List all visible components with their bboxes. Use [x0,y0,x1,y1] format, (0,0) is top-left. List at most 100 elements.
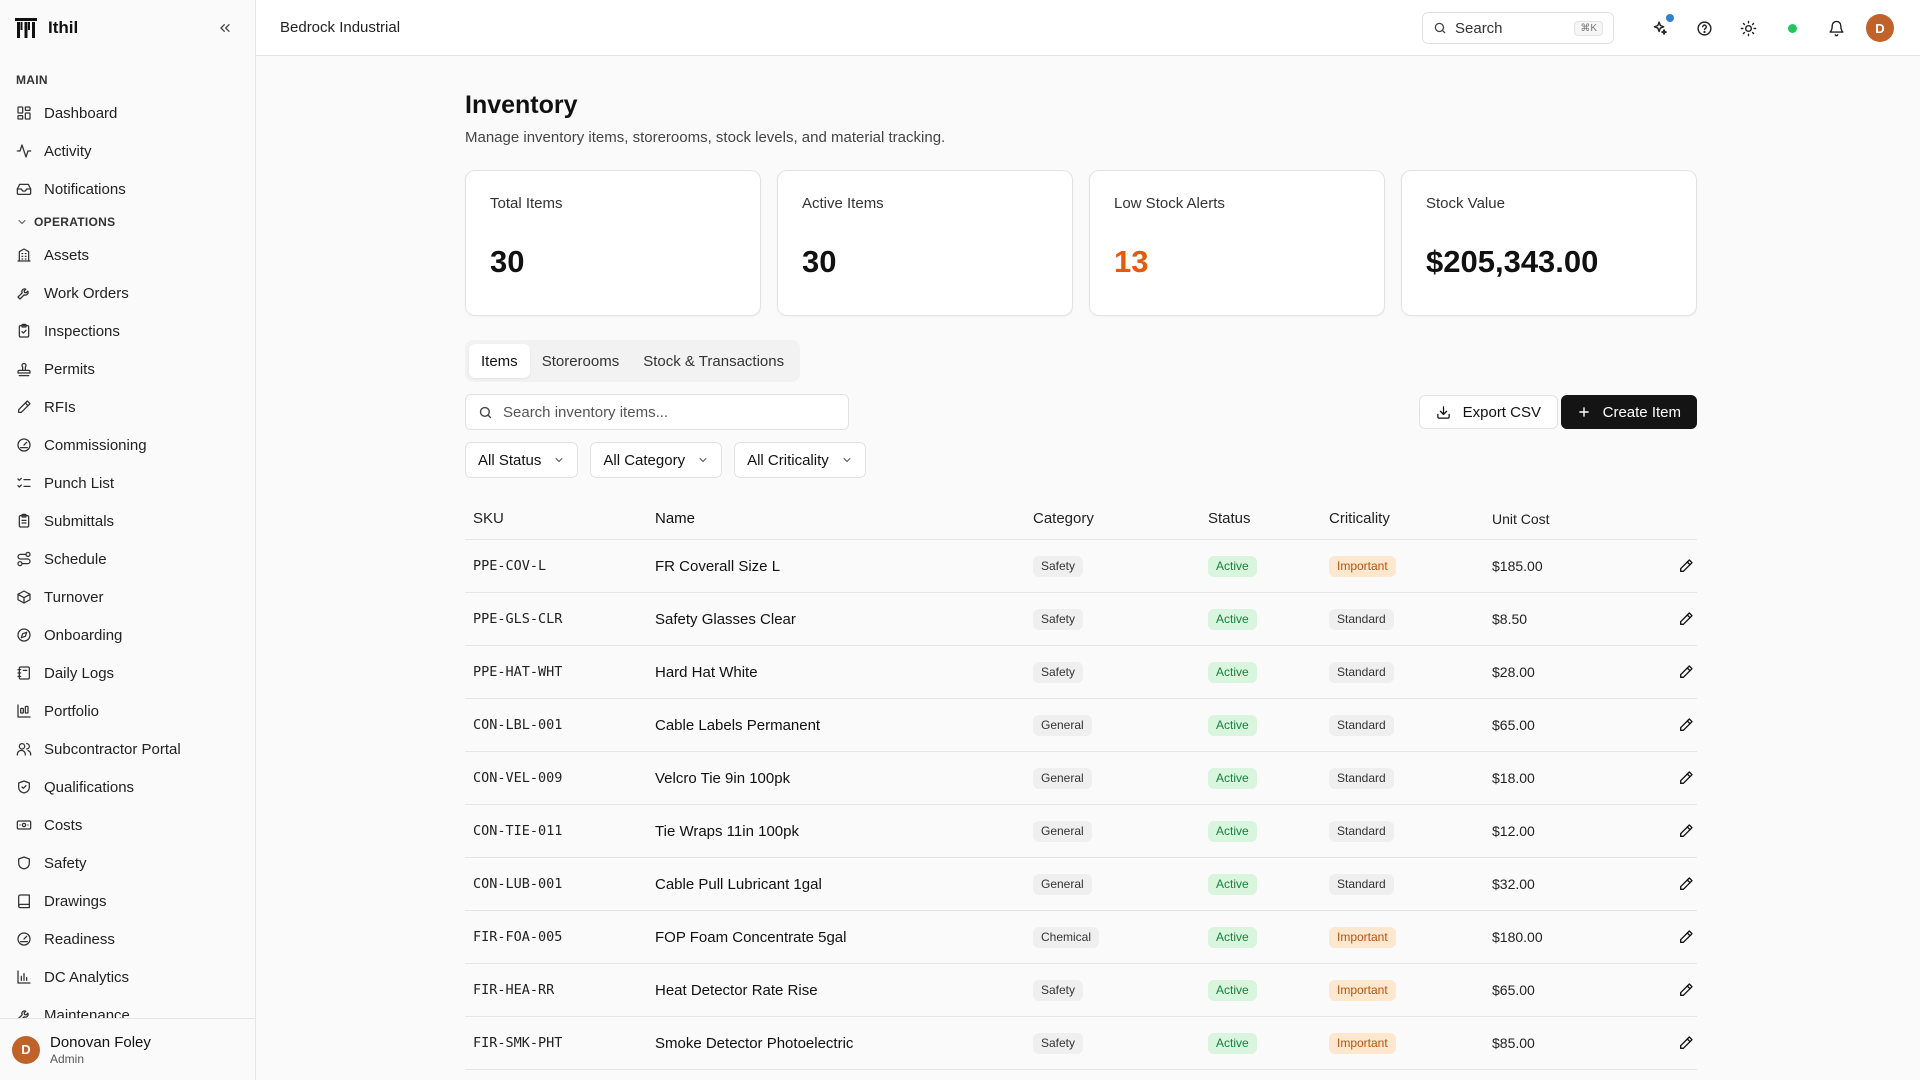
sidebar-item-subcontractor-portal[interactable]: Subcontractor Portal [0,730,255,768]
sidebar-item-dc-analytics[interactable]: DC Analytics [0,958,255,996]
table-row[interactable]: FIR-SMK-PHT Smoke Detector Photoelectric S… [465,1017,1697,1070]
table-row[interactable]: CON-VEL-009 Velcro Tie 9in 100pk General Ac… [465,752,1697,805]
global-search-label: Search [1455,19,1503,37]
collapse-sidebar-button[interactable] [215,18,235,38]
create-item-button[interactable]: Create Item [1560,395,1697,429]
edit-item-button[interactable] [1675,714,1697,736]
cell-unit-cost: $32.00 [1492,876,1535,892]
export-csv-button[interactable]: Export CSV [1418,395,1558,429]
column-header-name[interactable]: Name [655,510,696,527]
status-badge: Active [1208,979,1257,1001]
sidebar-item-schedule[interactable]: Schedule [0,540,255,578]
sidebar-item-label: Costs [44,816,83,834]
sidebar-item-notifications[interactable]: Notifications [0,170,255,208]
edit-item-button[interactable] [1675,661,1697,683]
sidebar-item-daily-logs[interactable]: Daily Logs [0,654,255,692]
status-badge: Active [1208,555,1257,577]
global-search[interactable]: Search ⌘K [1422,12,1614,44]
stat-label: Total Items [490,195,563,212]
cell-name: Heat Detector Rate Rise [655,981,818,999]
sidebar-item-commissioning[interactable]: Commissioning [0,426,255,464]
sidebar-item-label: Permits [44,360,95,378]
sidebar-item-label: Commissioning [44,436,147,454]
edit-item-button[interactable] [1675,873,1697,895]
stat-card-total-items: Total Items 30 [465,170,761,316]
category-filter[interactable]: All Category [590,442,723,478]
sidebar-item-qualifications[interactable]: Qualifications [0,768,255,806]
table-row[interactable]: CON-TIE-011 Tie Wraps 11in 100pk General Ac… [465,805,1697,858]
edit-item-button[interactable] [1675,608,1697,630]
cell-unit-cost: $12.00 [1492,823,1535,839]
theme-toggle-button[interactable] [1734,14,1762,42]
sidebar-item-label: RFIs [44,398,76,416]
pencil-icon [1680,877,1693,890]
sidebar-item-submittals[interactable]: Submittals [0,502,255,540]
header-user-avatar[interactable]: D [1866,14,1894,42]
plus-icon [1578,407,1589,417]
help-button[interactable] [1690,14,1718,42]
sidebar-item-portfolio[interactable]: Portfolio [0,692,255,730]
status-badge: Active [1208,873,1257,895]
column-header-sku[interactable]: SKU [473,510,504,527]
inventory-search-input[interactable] [503,403,833,421]
sidebar-item-work-orders[interactable]: Work Orders [0,274,255,312]
category-filter-value: All Category [603,451,686,469]
items-toolbar: Export CSV Create Item [465,394,1697,432]
sidebar-item-readiness[interactable]: Readiness [0,920,255,958]
cell-unit-cost: $180.00 [1492,929,1543,945]
tab-storerooms[interactable]: Storerooms [541,352,620,370]
column-header-category[interactable]: Category [1033,510,1094,527]
sidebar-item-onboarding[interactable]: Onboarding [0,616,255,654]
sidebar-item-drawings[interactable]: Drawings [0,882,255,920]
bell-icon [1828,20,1844,36]
table-row[interactable]: PPE-GLS-CLR Safety Glasses Clear Safety Act… [465,593,1697,646]
sidebar-item-activity[interactable]: Activity [0,132,255,170]
status-filter[interactable]: All Status [465,442,579,478]
sidebar-item-turnover[interactable]: Turnover [0,578,255,616]
table-row[interactable]: FIR-FOA-005 FOP Foam Concentrate 5gal Chem… [465,911,1697,964]
sidebar-item-dashboard[interactable]: Dashboard [0,94,255,132]
stat-card-stock-value: Stock Value $205,343.00 [1401,170,1697,316]
tab-stock-transactions[interactable]: Stock & Transactions [643,352,785,370]
table-row[interactable]: PPE-HAT-WHT Hard Hat White Safety Active Sta… [465,646,1697,699]
export-csv-label: Export CSV [1462,403,1541,421]
sidebar-item-permits[interactable]: Permits [0,350,255,388]
ai-assistant-button[interactable] [1646,14,1674,42]
current-user[interactable]: D Donovan Foley Admin [0,1018,255,1080]
sidebar-item-assets[interactable]: Assets [0,236,255,274]
edit-item-button[interactable] [1675,926,1697,948]
top-header: Bedrock Industrial Search ⌘K D [256,0,1920,56]
sidebar-item-inspections[interactable]: Inspections [0,312,255,350]
table-row[interactable]: PPE-COV-L FR Coverall Size L Safety Active I… [465,540,1697,593]
sidebar-item-rfis[interactable]: RFIs [0,388,255,426]
tab-items[interactable]: Items [469,344,530,378]
edit-item-button[interactable] [1675,979,1697,1001]
building-icon [17,248,31,262]
table-row[interactable]: FIR-HEA-RR Heat Detector Rate Rise Safety A… [465,964,1697,1017]
sidebar-item-costs[interactable]: Costs [0,806,255,844]
column-header-unit-cost[interactable]: Unit Cost [1492,510,1550,527]
stat-value: 30 [490,244,525,279]
kanban-icon [17,704,31,718]
sidebar-item-safety[interactable]: Safety [0,844,255,882]
table-row[interactable]: CON-LUB-001 Cable Pull Lubricant 1gal Gene… [465,858,1697,911]
edit-item-button[interactable] [1675,767,1697,789]
users-icon [16,743,32,756]
status-filter-value: All Status [478,451,542,469]
section-operations-toggle[interactable]: OPERATIONS [0,208,255,236]
category-badge: Safety [1033,661,1084,683]
column-header-status[interactable]: Status [1208,510,1251,527]
package-icon [17,590,31,604]
column-header-criticality[interactable]: Criticality [1329,510,1390,527]
criticality-filter[interactable]: All Criticality [734,442,866,478]
edit-item-button[interactable] [1675,1032,1697,1054]
notebook-icon [17,666,30,680]
cell-unit-cost: $65.00 [1492,982,1535,998]
notifications-button[interactable] [1822,14,1850,42]
edit-item-button[interactable] [1675,820,1697,842]
table-row[interactable]: CON-LBL-001 Cable Labels Permanent General… [465,699,1697,752]
criticality-badge: Standard [1329,767,1394,789]
edit-item-button[interactable] [1675,555,1697,577]
cell-unit-cost: $185.00 [1492,558,1543,574]
sidebar-item-punch-list[interactable]: Punch List [0,464,255,502]
